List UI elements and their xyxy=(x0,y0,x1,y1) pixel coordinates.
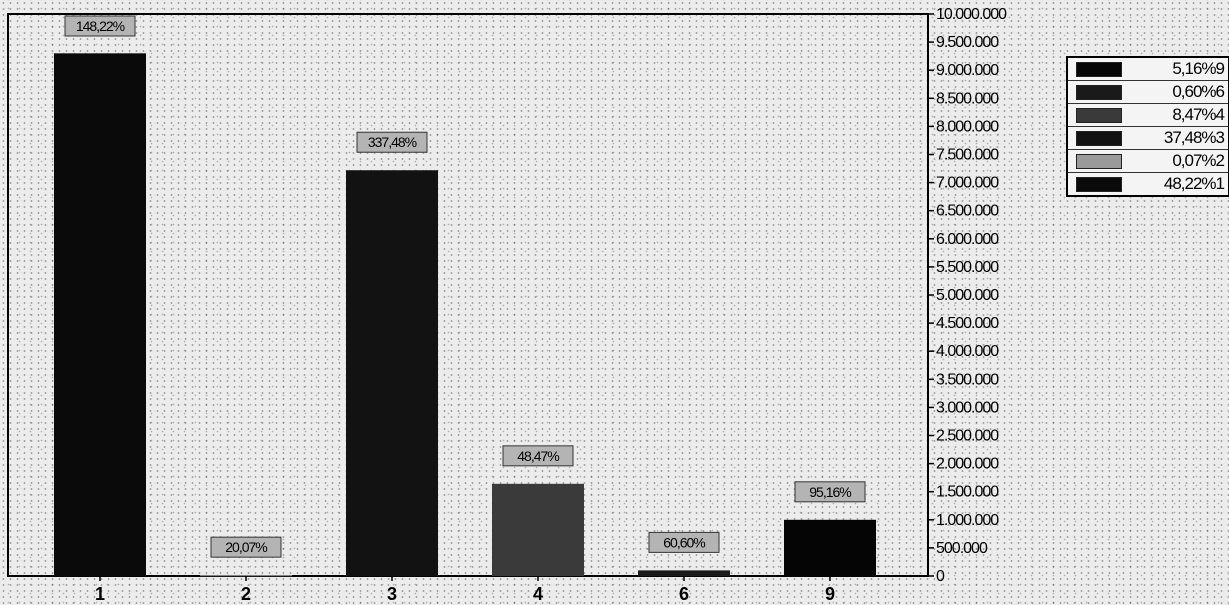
legend-label: 0,07%2 xyxy=(1172,151,1225,170)
bar xyxy=(200,575,292,577)
bar xyxy=(492,483,584,576)
legend-item: 48,22%1 xyxy=(1068,173,1228,195)
data-label-box xyxy=(210,536,282,558)
y-tick-label: 4.500.000 xyxy=(936,315,999,332)
data-label-box xyxy=(356,131,428,153)
bar xyxy=(784,519,876,576)
data-label-box xyxy=(648,531,720,553)
legend-item: 5,16%9 xyxy=(1068,58,1228,81)
y-tick-label: 9.500.000 xyxy=(936,34,999,51)
legend-swatch xyxy=(1076,131,1122,146)
data-label-box xyxy=(794,481,866,503)
y-tick-label: 500.000 xyxy=(936,540,988,557)
y-tick-label: 0 xyxy=(936,568,945,585)
legend-swatch xyxy=(1076,154,1122,169)
y-tick-label: 10.000.000 xyxy=(936,6,1007,23)
data-label: 60,60% xyxy=(663,534,705,550)
x-tick-label: 9 xyxy=(825,584,835,604)
y-tick-label: 9.000.000 xyxy=(936,62,999,79)
data-label-box xyxy=(64,15,136,37)
x-tick-label: 6 xyxy=(679,584,689,604)
bar xyxy=(638,570,730,576)
data-label: 48,47% xyxy=(517,448,559,464)
legend-item: 37,48%3 xyxy=(1068,127,1228,150)
data-label: 95,16% xyxy=(809,484,851,500)
data-label-box xyxy=(502,445,574,467)
y-tick-label: 2.500.000 xyxy=(936,428,999,445)
legend-item: 0,07%2 xyxy=(1068,150,1228,173)
y-tick-label: 1.500.000 xyxy=(936,484,999,501)
y-tick-label: 2.000.000 xyxy=(936,456,999,473)
y-tick-label: 6.500.000 xyxy=(936,203,999,220)
legend-label: 37,48%3 xyxy=(1163,128,1225,147)
x-tick-label: 3 xyxy=(387,584,397,604)
data-label: 148,22% xyxy=(76,18,125,34)
legend-swatch xyxy=(1076,85,1122,100)
legend-label: 5,16%9 xyxy=(1172,59,1225,78)
y-tick-label: 8.000.000 xyxy=(936,118,999,135)
y-tick-label: 5.000.000 xyxy=(936,287,999,304)
x-tick-label: 2 xyxy=(241,584,251,604)
legend-item: 0,60%6 xyxy=(1068,81,1228,104)
y-tick-label: 6.000.000 xyxy=(936,231,999,248)
bar xyxy=(346,170,438,576)
legend-swatch xyxy=(1076,177,1122,192)
y-tick-label: 1.000.000 xyxy=(936,512,999,529)
y-tick-label: 4.000.000 xyxy=(936,343,999,360)
x-tick-label: 4 xyxy=(533,584,543,604)
data-label: 20,07% xyxy=(225,539,267,555)
legend-swatch xyxy=(1076,62,1122,77)
y-tick-label: 3.000.000 xyxy=(936,399,999,416)
bar xyxy=(54,53,146,576)
y-tick-label: 5.500.000 xyxy=(936,259,999,276)
legend-label: 0,60%6 xyxy=(1172,82,1225,101)
y-tick-label: 7.000.000 xyxy=(936,175,999,192)
x-tick-label: 1 xyxy=(95,584,105,604)
y-tick-label: 3.500.000 xyxy=(936,371,999,388)
data-label: 337,48% xyxy=(368,134,417,150)
legend-swatch xyxy=(1076,108,1122,123)
y-tick-label: 7.500.000 xyxy=(936,147,999,164)
y-tick-label: 8.500.000 xyxy=(936,90,999,107)
legend-label: 48,22%1 xyxy=(1163,174,1225,193)
legend-item: 8,47%4 xyxy=(1068,104,1228,127)
legend-label: 8,47%4 xyxy=(1172,105,1225,124)
legend: 5,16%9 0,60%6 8,47%4 37,48%3 0,07%2 48,2… xyxy=(1066,56,1229,197)
